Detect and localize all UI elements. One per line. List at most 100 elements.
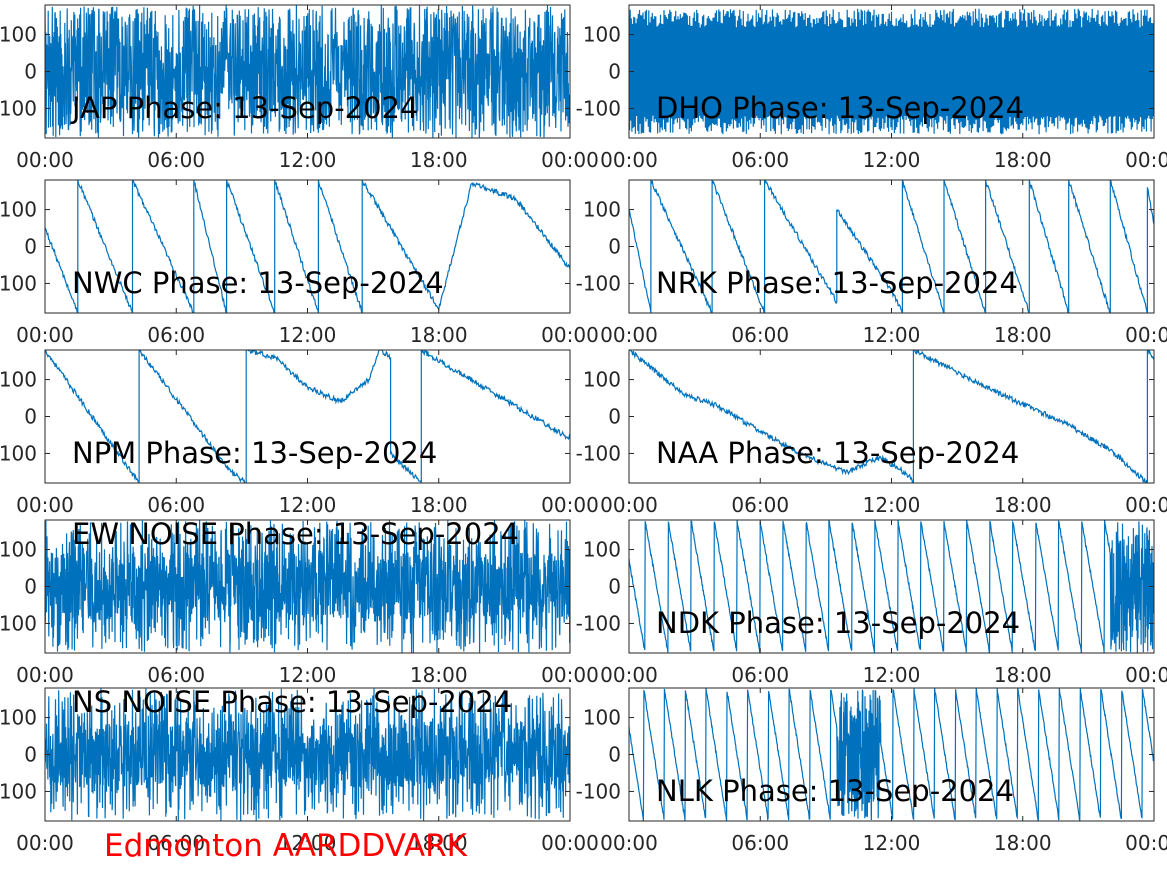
x-tick-label: 12:00 bbox=[279, 148, 337, 172]
phase-line bbox=[45, 520, 570, 653]
phase-line bbox=[45, 5, 570, 138]
panel-title: NWC Phase: 13-Sep-2024 bbox=[72, 266, 444, 300]
phase-line bbox=[45, 688, 570, 821]
panel-4: -100 0 100 00:00 06:00 12:00 18:00 00:00 NPM Pha… bbox=[0, 349, 599, 517]
x-tick-label: 00:00 bbox=[16, 831, 74, 855]
y-tick-label: -100 bbox=[0, 271, 37, 295]
panel-title: NDK Phase: 13-Sep-2024 bbox=[656, 606, 1020, 640]
x-tick-label: 18:00 bbox=[410, 323, 468, 347]
x-tick-label: 06:00 bbox=[147, 493, 205, 517]
x-tick-label: 00:00 bbox=[16, 493, 74, 517]
x-tick-label: 00:00 bbox=[1125, 493, 1167, 517]
y-tick-label: 0 bbox=[608, 743, 621, 767]
x-tick-label: 12:00 bbox=[863, 148, 921, 172]
panel-0: -100 0 100 00:00 06:00 12:00 18:00 00:00 JAP Pha… bbox=[0, 4, 599, 172]
y-tick-label: 100 bbox=[0, 198, 37, 222]
phase-line bbox=[45, 350, 570, 483]
x-tick-label: 18:00 bbox=[410, 493, 468, 517]
panel-9: -100 0 100 00:00 06:00 12:00 18:00 00:00 NLK Pha… bbox=[576, 687, 1167, 855]
x-tick-label: 12:00 bbox=[863, 831, 921, 855]
y-tick-label: -100 bbox=[0, 779, 37, 803]
x-tick-label: 00:00 bbox=[16, 323, 74, 347]
phase-line bbox=[629, 180, 1154, 313]
phase-line bbox=[45, 180, 570, 313]
phase-line bbox=[629, 520, 1154, 653]
x-tick-label: 00:00 bbox=[541, 663, 599, 687]
y-tick-label: 100 bbox=[0, 706, 37, 730]
panel-title: JAP Phase: 13-Sep-2024 bbox=[70, 91, 418, 125]
x-tick-label: 00:00 bbox=[1125, 323, 1167, 347]
x-tick-label: 18:00 bbox=[994, 493, 1052, 517]
x-tick-label: 12:00 bbox=[279, 493, 337, 517]
y-tick-label: -100 bbox=[576, 779, 621, 803]
panel-8: -100 0 100 00:00 06:00 12:00 18:00 00:00 NS NOIS… bbox=[0, 685, 599, 855]
x-tick-label: 18:00 bbox=[994, 148, 1052, 172]
y-tick-label: -100 bbox=[0, 441, 37, 465]
y-tick-label: 100 bbox=[0, 23, 37, 47]
x-tick-label: 12:00 bbox=[863, 493, 921, 517]
x-tick-label: 18:00 bbox=[410, 663, 468, 687]
x-tick-label: 18:00 bbox=[410, 831, 468, 855]
y-tick-label: 100 bbox=[583, 23, 621, 47]
y-tick-label: 0 bbox=[608, 235, 621, 259]
panel-title: EW NOISE Phase: 13-Sep-2024 bbox=[72, 517, 519, 551]
x-tick-label: 06:00 bbox=[147, 831, 205, 855]
x-tick-label: 00:00 bbox=[16, 148, 74, 172]
x-tick-label: 06:00 bbox=[731, 323, 789, 347]
x-tick-label: 00:00 bbox=[1125, 831, 1167, 855]
y-tick-label: 0 bbox=[24, 235, 37, 259]
panel-title: NAA Phase: 13-Sep-2024 bbox=[656, 436, 1019, 470]
x-tick-label: 00:00 bbox=[541, 148, 599, 172]
panel-5: -100 0 100 00:00 06:00 12:00 18:00 00:00 NAA Pha… bbox=[576, 349, 1167, 517]
x-tick-label: 18:00 bbox=[994, 323, 1052, 347]
panel-6: -100 0 100 00:00 06:00 12:00 18:00 00:00 EW NOIS… bbox=[0, 517, 599, 687]
y-tick-label: 100 bbox=[583, 368, 621, 392]
x-tick-label: 06:00 bbox=[731, 831, 789, 855]
x-tick-label: 12:00 bbox=[863, 663, 921, 687]
x-tick-label: 18:00 bbox=[410, 148, 468, 172]
panel-title: DHO Phase: 13-Sep-2024 bbox=[656, 91, 1024, 125]
x-tick-label: 00:00 bbox=[1125, 148, 1167, 172]
x-tick-label: 18:00 bbox=[994, 831, 1052, 855]
x-tick-label: 06:00 bbox=[147, 663, 205, 687]
panel-title: NS NOISE Phase: 13-Sep-2024 bbox=[72, 685, 512, 719]
x-tick-label: 12:00 bbox=[279, 831, 337, 855]
x-tick-label: 00:00 bbox=[600, 323, 658, 347]
panel-title: NRK Phase: 13-Sep-2024 bbox=[656, 266, 1018, 300]
phase-line bbox=[629, 688, 1154, 821]
panel-2: -100 0 100 00:00 06:00 12:00 18:00 00:00 NWC Pha… bbox=[0, 179, 599, 347]
x-tick-label: 06:00 bbox=[147, 148, 205, 172]
x-tick-label: 12:00 bbox=[279, 323, 337, 347]
x-tick-label: 12:00 bbox=[863, 323, 921, 347]
x-tick-label: 12:00 bbox=[279, 663, 337, 687]
x-tick-label: 00:00 bbox=[600, 831, 658, 855]
y-tick-label: -100 bbox=[576, 271, 621, 295]
y-tick-label: -100 bbox=[0, 96, 37, 120]
y-tick-label: 100 bbox=[583, 198, 621, 222]
panel-title: NPM Phase: 13-Sep-2024 bbox=[72, 436, 437, 470]
x-tick-label: 00:00 bbox=[541, 831, 599, 855]
y-tick-label: 100 bbox=[0, 538, 37, 562]
y-tick-label: 100 bbox=[583, 538, 621, 562]
y-tick-label: -100 bbox=[576, 611, 621, 635]
y-tick-label: 0 bbox=[608, 575, 621, 599]
x-tick-label: 06:00 bbox=[731, 663, 789, 687]
phase-line bbox=[629, 8, 1154, 135]
y-tick-label: -100 bbox=[0, 611, 37, 635]
y-tick-label: 0 bbox=[24, 743, 37, 767]
x-tick-label: 00:00 bbox=[600, 663, 658, 687]
y-tick-label: -100 bbox=[576, 96, 621, 120]
y-tick-label: 0 bbox=[24, 405, 37, 429]
x-tick-label: 06:00 bbox=[147, 323, 205, 347]
y-tick-label: 100 bbox=[583, 706, 621, 730]
x-tick-label: 06:00 bbox=[731, 148, 789, 172]
panel-title: NLK Phase: 13-Sep-2024 bbox=[656, 774, 1014, 808]
station-label: Edmonton AARDDVARK bbox=[104, 828, 468, 864]
panel-7: -100 0 100 00:00 06:00 12:00 18:00 00:00 NDK Pha… bbox=[576, 519, 1167, 687]
x-tick-label: 00:00 bbox=[541, 323, 599, 347]
x-tick-label: 06:00 bbox=[731, 493, 789, 517]
x-tick-label: 00:00 bbox=[16, 663, 74, 687]
panel-3: -100 0 100 00:00 06:00 12:00 18:00 00:00 NRK Pha… bbox=[576, 179, 1167, 347]
phase-line bbox=[629, 350, 1154, 483]
